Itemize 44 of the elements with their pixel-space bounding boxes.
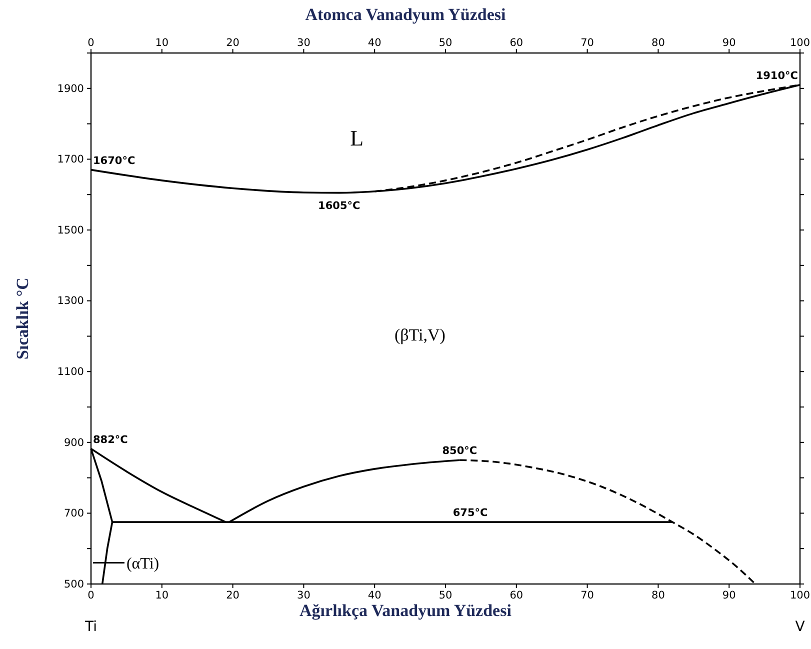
y-tick-label: 1300 [57, 295, 84, 308]
annotation: 850°C [442, 445, 478, 458]
x2-tick-label: 40 [368, 589, 382, 602]
x-tick-label: 90 [722, 37, 736, 49]
y-tick-label: 700 [64, 508, 84, 520]
y-tick-label: 1700 [57, 154, 84, 166]
x-tick-label: 20 [226, 37, 240, 49]
x2-tick-label: 70 [580, 589, 594, 602]
y-tick-label: 500 [64, 578, 84, 590]
x-tick-label: 80 [652, 37, 665, 49]
x2-tick-label: 20 [226, 589, 240, 602]
x-tick-label: 60 [510, 37, 524, 49]
annotation: 1605°C [318, 200, 361, 212]
x2-tick-label: 100 [790, 589, 810, 602]
y-tick-label: 1900 [57, 82, 84, 95]
annotation: (βTi,V) [394, 325, 446, 344]
x2-tick-label: 90 [722, 589, 736, 602]
annotation: 1910°C [756, 70, 798, 82]
x-tick-label: 70 [580, 37, 594, 49]
x-tick-label: 0 [88, 37, 94, 49]
annotation: L [350, 126, 364, 151]
x-tick-label: 40 [368, 37, 382, 49]
x2-tick-label: 50 [438, 589, 452, 602]
annotation: (αTi) [126, 555, 160, 572]
y-tick-label: 1100 [57, 366, 84, 378]
x2-tick-label: 30 [297, 589, 310, 602]
x-axis-title: Ağırlıkça Vanadyum Yüzdesi [300, 601, 512, 620]
x-tick-label: 100 [790, 37, 810, 49]
y-tick-label: 1500 [57, 224, 84, 236]
x2-tick-label: 60 [510, 589, 524, 602]
annotation: 675°C [452, 507, 488, 520]
x-tick-label: 30 [297, 37, 310, 49]
y-tick-label: 900 [64, 436, 84, 449]
x2-tick-label: 80 [652, 589, 665, 602]
annotation: 1670°C [93, 154, 136, 167]
x-tick-label: 10 [155, 37, 169, 49]
text: V [795, 618, 806, 635]
x2-tick-label: 10 [155, 589, 169, 602]
annotation: 882°C [93, 434, 128, 446]
x-tick-label: 50 [438, 37, 452, 49]
text: Ti [84, 618, 98, 635]
y-axis-title: Sıcaklık °C [13, 278, 32, 360]
x2-axis-title: Atomca Vanadyum Yüzdesi [305, 5, 506, 24]
x2-tick-label: 0 [88, 589, 94, 602]
